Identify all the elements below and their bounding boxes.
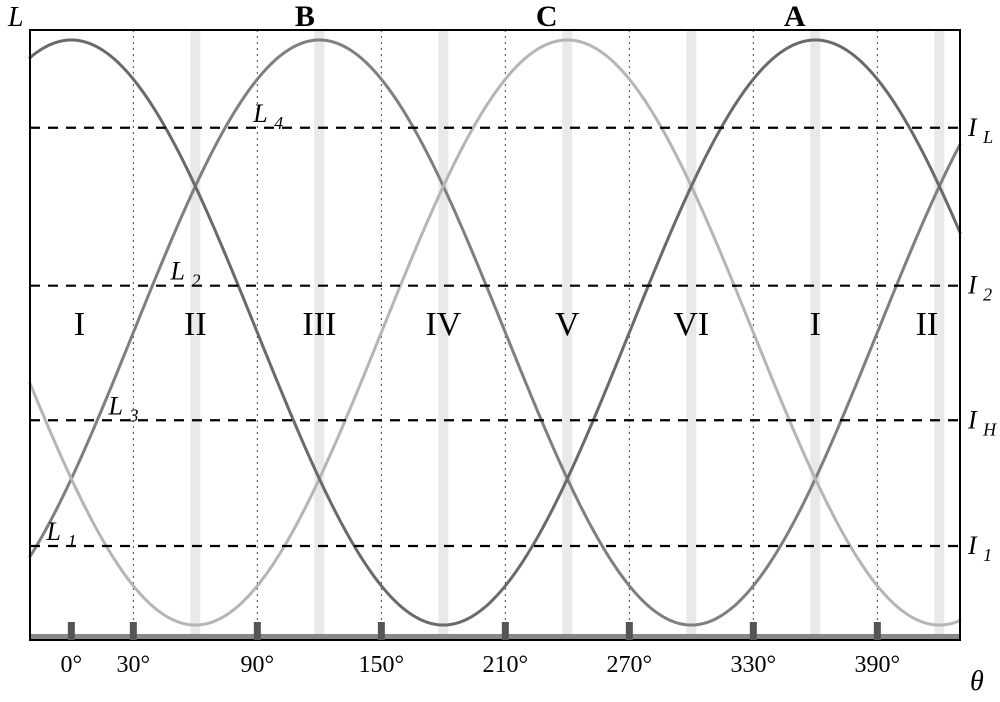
x-axis-label: θ (970, 666, 984, 697)
x-tick-label: 330° (731, 652, 777, 678)
x-tick-label: 390° (855, 652, 901, 678)
x-tick-label: 150° (359, 652, 405, 678)
chart-root: 0°30°90°150°210°270°330°390°IIIIIIIVVVII… (0, 0, 1000, 702)
region-label: I (74, 306, 85, 343)
chart-bg (0, 0, 1000, 702)
x-tick-label: 270° (607, 652, 653, 678)
region-label: IV (425, 306, 461, 343)
region-label: III (302, 306, 336, 343)
region-label: VI (673, 306, 709, 343)
region-label: II (916, 306, 939, 343)
x-tick-label: 0° (61, 652, 83, 678)
x-tick-label: 210° (483, 652, 529, 678)
curve-label-c: C (536, 0, 558, 33)
chart-svg: 0°30°90°150°210°270°330°390°IIIIIIIVVVII… (0, 0, 1000, 702)
region-label: I (810, 306, 821, 343)
y-axis-label: L (7, 2, 24, 33)
curve-label-b: B (295, 0, 315, 33)
baseline-bar (30, 634, 960, 639)
curve-label-a: A (784, 0, 806, 33)
x-tick-label: 30° (117, 652, 151, 678)
region-label: II (184, 306, 207, 343)
region-label: V (555, 306, 580, 343)
x-tick-label: 90° (241, 652, 275, 678)
